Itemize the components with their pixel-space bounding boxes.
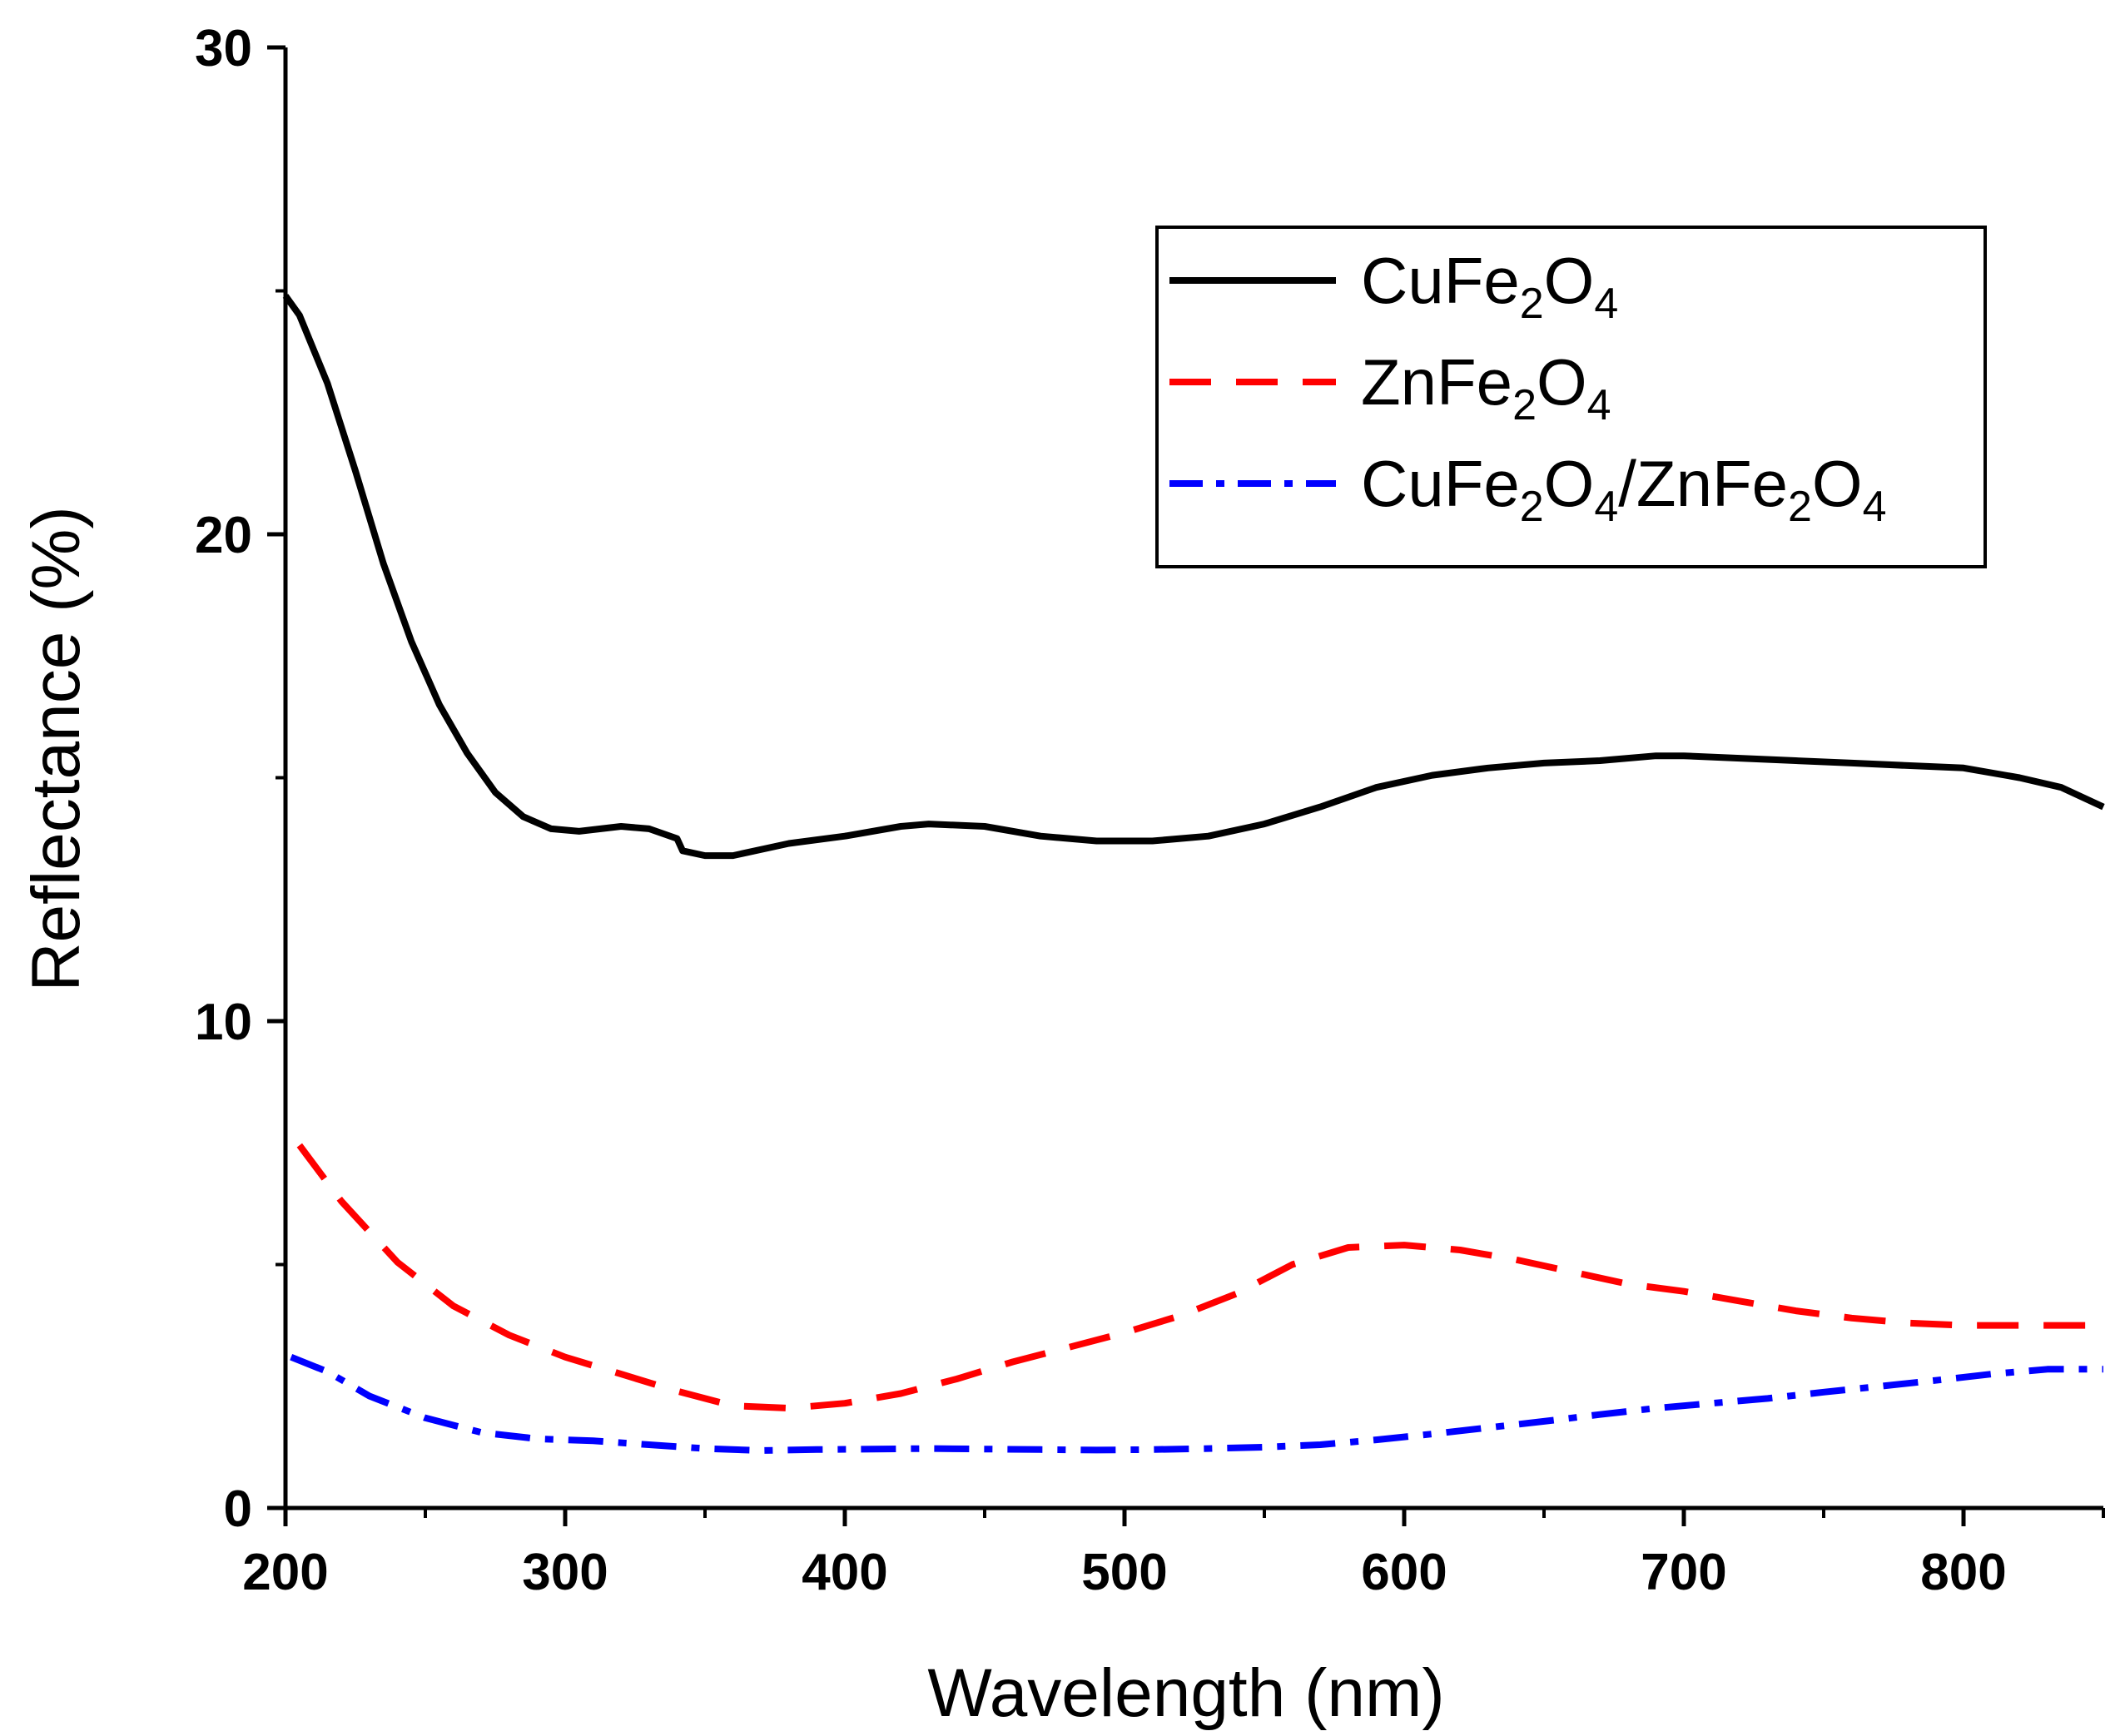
legend-label-1: ZnFe2O4 <box>1361 345 1611 429</box>
y-tick-label: 20 <box>195 507 252 564</box>
y-tick-label: 10 <box>195 994 252 1051</box>
ticks: 200 300 400 500 600 700 800 0 10 20 30 <box>195 20 2105 1601</box>
series-line-1 <box>296 1143 2103 1412</box>
plot-lines <box>282 294 2105 1454</box>
x-tick-label: 700 <box>1641 1544 1726 1601</box>
x-tick-label: 800 <box>1920 1544 2006 1601</box>
y-tick-label: 30 <box>195 20 252 77</box>
x-tick-label: 500 <box>1081 1544 1167 1601</box>
x-tick-label: 600 <box>1361 1544 1447 1601</box>
x-tick-label: 200 <box>242 1544 328 1601</box>
x-tick-label: 300 <box>522 1544 608 1601</box>
x-tick-label: 400 <box>802 1544 887 1601</box>
y-tick-label: 0 <box>224 1481 252 1538</box>
series-line-2 <box>290 1353 2103 1454</box>
legend: CuFe2O4 ZnFe2O4 CuFe2O4/ZnFe2O4 <box>1155 226 1987 568</box>
y-axis-title: Reflectance (%) <box>18 506 94 991</box>
x-axis-title: Wavelength (nm) <box>927 1655 1444 1731</box>
legend-label-0: CuFe2O4 <box>1361 244 1618 328</box>
series-line-0 <box>282 294 2105 860</box>
legend-label-2: CuFe2O4/ZnFe2O4 <box>1361 447 1887 531</box>
